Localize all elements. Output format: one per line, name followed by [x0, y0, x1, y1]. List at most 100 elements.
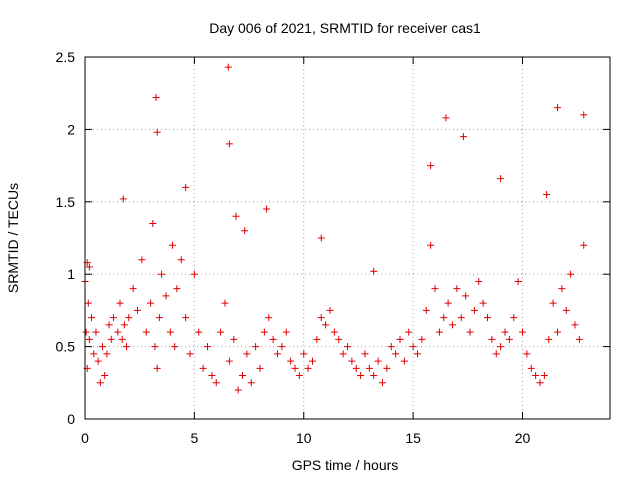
data-point: [134, 306, 141, 314]
data-point: [558, 285, 566, 293]
data-point: [153, 364, 161, 372]
data-point: [510, 314, 518, 322]
data-point: [339, 350, 347, 358]
data-point: [241, 227, 249, 235]
data-point: [82, 328, 90, 336]
data-point: [453, 285, 461, 293]
data-point: [158, 270, 166, 278]
data-point: [129, 285, 137, 293]
data-point: [217, 328, 225, 336]
data-point: [151, 343, 159, 351]
x-tick-label: 10: [296, 430, 312, 446]
data-point: [287, 357, 295, 365]
data-point: [101, 372, 109, 380]
data-point: [567, 270, 575, 278]
data-point: [152, 94, 160, 102]
data-point: [304, 364, 312, 372]
data-point: [171, 343, 179, 351]
data-point: [138, 256, 146, 264]
data-point: [256, 364, 264, 372]
data-point: [330, 328, 338, 336]
data-point: [475, 277, 483, 285]
grid-lines: [85, 57, 610, 419]
data-point: [153, 128, 161, 136]
data-point: [554, 104, 561, 112]
data-point: [379, 379, 386, 387]
y-tick-label: 1.5: [56, 194, 76, 210]
y-tick-label: 1: [67, 266, 75, 282]
data-point: [125, 314, 133, 322]
data-point: [204, 343, 211, 351]
data-point: [536, 379, 544, 387]
data-point: [269, 335, 277, 343]
data-point: [444, 299, 452, 307]
data-point: [562, 306, 570, 314]
data-point: [505, 335, 513, 343]
data-point: [291, 364, 299, 372]
data-point: [85, 335, 93, 343]
data-point: [208, 372, 216, 380]
data-point: [418, 335, 426, 343]
data-point: [96, 379, 104, 387]
data-point: [479, 299, 487, 307]
data-point: [435, 328, 443, 336]
data-point: [232, 212, 240, 220]
data-point: [396, 335, 404, 343]
data-point: [400, 357, 408, 365]
data-point: [370, 372, 378, 380]
data-point: [361, 350, 369, 358]
y-tick-label: 2: [67, 121, 75, 137]
data-point: [109, 314, 117, 322]
data-point: [147, 299, 155, 307]
data-point: [166, 328, 174, 336]
data-point: [387, 343, 395, 351]
data-point: [114, 328, 122, 336]
data-point: [405, 328, 413, 336]
data-point: [540, 372, 548, 380]
data-point: [282, 328, 290, 336]
data-point: [571, 321, 579, 329]
data-point: [449, 321, 456, 329]
data-point: [142, 328, 150, 336]
plot-frame: [84, 56, 611, 420]
data-point: [85, 263, 93, 271]
x-tick-label: 20: [515, 430, 531, 446]
data-point: [212, 379, 220, 387]
data-point: [120, 321, 128, 329]
data-point: [162, 292, 170, 300]
data-point: [352, 364, 360, 372]
data-point: [532, 372, 540, 380]
data-point: [442, 114, 450, 122]
x-tick-label: 15: [405, 430, 421, 446]
data-point: [99, 343, 106, 351]
data-point: [470, 306, 478, 314]
data-point: [492, 350, 500, 358]
data-point: [554, 328, 561, 336]
data-point: [326, 306, 334, 314]
data-point: [427, 162, 435, 170]
y-tick-label: 0: [67, 411, 75, 427]
data-point: [462, 292, 470, 300]
data-point: [409, 343, 417, 351]
data-point: [322, 321, 330, 329]
data-point: [221, 299, 229, 307]
data-point: [234, 386, 242, 394]
data-point: [177, 256, 185, 264]
data-point: [357, 372, 365, 380]
data-point: [519, 328, 526, 336]
data-point: [186, 350, 194, 358]
data-point: [118, 335, 126, 343]
data-point: [123, 343, 131, 351]
data-point: [309, 357, 316, 365]
x-axis-title: GPS time / hours: [292, 457, 399, 473]
data-point: [107, 335, 115, 343]
data-point: [274, 350, 281, 358]
data-point: [431, 285, 439, 293]
data-point: [295, 372, 303, 380]
data-point: [497, 343, 505, 351]
data-point: [466, 328, 474, 336]
data-point: [527, 364, 535, 372]
data-point: [497, 175, 505, 183]
data-point: [247, 379, 255, 387]
data-point: [383, 364, 391, 372]
